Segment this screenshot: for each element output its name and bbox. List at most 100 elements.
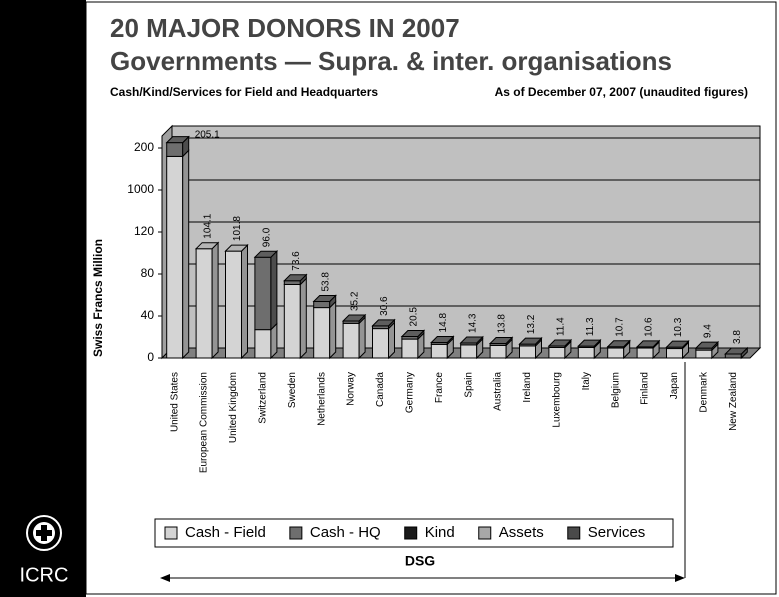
bar-segment [283,284,301,359]
bar-top [253,250,279,258]
bar-top [224,244,249,252]
x-tick-label: Canada [375,372,386,407]
data-label: 53.8 [320,272,331,292]
bar-segment [254,256,272,331]
x-tick-label: Germany [405,372,416,413]
data-label: 11.4 [556,317,567,336]
data-label: 14.3 [467,313,478,333]
bar-segment [313,307,331,359]
bar-top [341,314,367,322]
x-tick-label: Finland [640,372,651,405]
x-tick-label: European Commission [199,372,210,473]
y-tick-label: 200 [134,140,154,154]
bar-segment [460,344,478,359]
chart-subtitle: Governments — Supra. & inter. organisati… [110,46,672,76]
data-label: 35.2 [350,291,361,311]
bar-top [724,347,749,355]
bar-segment [401,338,419,359]
y-tick-label: 40 [141,308,155,322]
bar-side [211,241,219,360]
legend-label: Kind [425,524,455,541]
logo [26,515,62,551]
bar-segment [724,353,742,359]
bar-top [547,339,573,347]
data-label: 13.8 [497,314,508,334]
bar-segment [577,347,595,359]
side-strip [0,0,86,597]
bar-segment [166,142,184,157]
bar-top [283,274,308,282]
x-tick-label: United Kingdom [228,372,239,443]
x-tick-label: France [434,372,445,404]
frame [85,1,777,595]
legend-label: Services [588,524,646,541]
data-label: 9.4 [703,324,714,338]
bar-top [194,242,220,250]
y-tick-label: 80 [141,266,155,280]
bar-segment [636,347,654,359]
bar-top [606,340,631,348]
legend-swatch [289,526,303,540]
data-label: 14.8 [438,313,449,333]
bar-top [694,341,720,349]
y-axis-label: Swiss Francs Million [91,239,105,357]
bar-segment [254,329,272,359]
bar-segment [695,349,713,359]
bar-segment [195,248,213,359]
logo-text: ICRC [20,564,69,586]
bar-top [430,335,455,343]
x-tick-label: Sweden [287,372,298,408]
data-label: 101.8 [232,216,243,241]
bar-segment [372,328,389,359]
bar-side [358,316,366,360]
bar-segment [283,280,301,286]
data-label: 96.0 [262,227,273,247]
bar-segment [489,344,507,359]
bar-side [241,243,248,360]
bar-segment [519,345,536,359]
bar-top [518,337,543,345]
bar-top [312,295,337,303]
x-tick-label: Norway [346,372,357,406]
bar-top [165,136,190,144]
bar-top [665,340,690,348]
x-tick-label: Belgium [610,372,621,408]
legend-swatch [478,526,492,540]
bar-top [371,319,396,327]
y-tick-label: 1000 [127,182,154,196]
legend-swatch [404,526,418,540]
data-label: 30.6 [379,296,390,316]
bar-top [459,336,484,344]
bar-top [488,337,514,345]
caption-right: As of December 07, 2007 (unaudited figur… [495,85,748,99]
x-tick-label: Denmark [699,371,710,413]
legend-label: Cash - HQ [310,524,381,541]
legend-label: Cash - Field [185,524,266,541]
x-tick-label: Switzerland [258,372,269,424]
data-label: 205.1 [195,129,220,140]
bar-segment [666,348,683,359]
data-label: 73.6 [291,251,302,271]
x-tick-label: Ireland [522,372,533,403]
bar-segment [342,322,360,359]
x-tick-label: Japan [669,372,680,399]
bar-side [270,249,278,331]
bar-top [635,340,661,348]
data-label: 10.6 [644,317,655,337]
bar-side [299,277,307,360]
legend-swatch [567,526,581,540]
data-label: 104.1 [203,213,214,238]
legend-swatch [164,526,178,540]
bar-segment [166,155,184,359]
data-label: 10.7 [614,317,625,337]
bar-top [400,329,426,337]
bar-side [182,149,190,360]
data-label: 10.3 [673,317,684,337]
bar-segment [607,347,625,359]
x-tick-label: United States [169,372,180,432]
data-label: 11.3 [585,317,596,336]
y-tick-label: 0 [147,350,154,364]
x-tick-label: Spain [463,372,474,398]
x-tick-label: Netherlands [316,372,327,426]
